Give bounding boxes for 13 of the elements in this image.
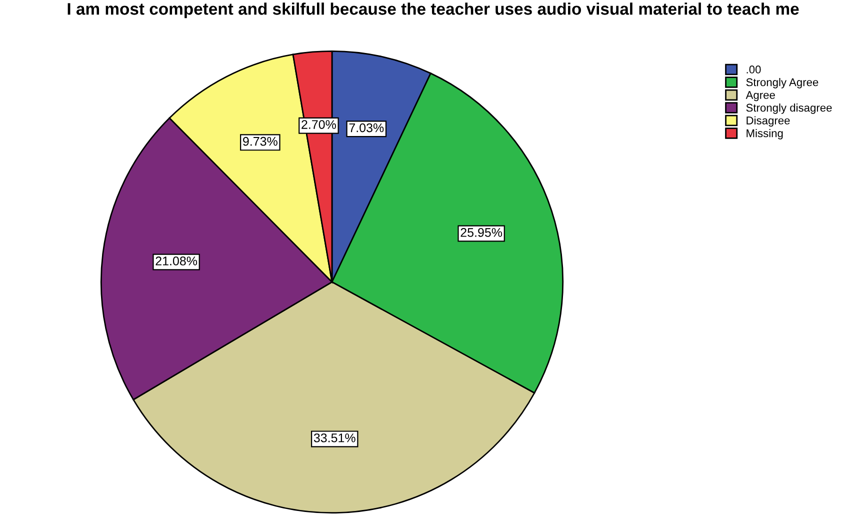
chart-title: I am most competent and skilfull because the teacher uses audio visual material to teach me — [68, 2, 799, 18]
legend-label: Missing — [746, 129, 783, 140]
data-label: 25.95% — [460, 228, 502, 237]
data-label: 7.03% — [349, 123, 384, 132]
data-label: 9.73% — [243, 136, 278, 146]
legend-label: Agree — [746, 91, 775, 102]
data-label: 2.70% — [302, 120, 336, 129]
legend-label: Strongly disagree — [746, 104, 832, 114]
data-label: 21.08% — [156, 256, 198, 266]
legend-label: .00 — [746, 66, 761, 74]
legend-label: Disagree — [746, 116, 790, 127]
data-label: 33.51% — [314, 433, 356, 442]
legend-label: Strongly Agree — [746, 78, 818, 88]
